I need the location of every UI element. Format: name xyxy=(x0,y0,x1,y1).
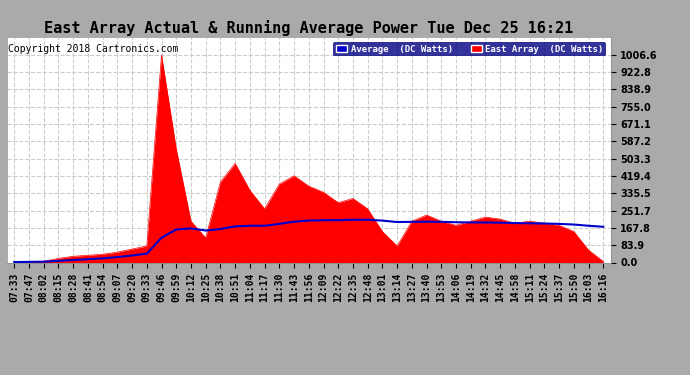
Title: East Array Actual & Running Average Power Tue Dec 25 16:21: East Array Actual & Running Average Powe… xyxy=(44,20,573,36)
Text: Copyright 2018 Cartronics.com: Copyright 2018 Cartronics.com xyxy=(8,44,179,54)
Legend: Average  (DC Watts), East Array  (DC Watts): Average (DC Watts), East Array (DC Watts… xyxy=(333,42,606,56)
